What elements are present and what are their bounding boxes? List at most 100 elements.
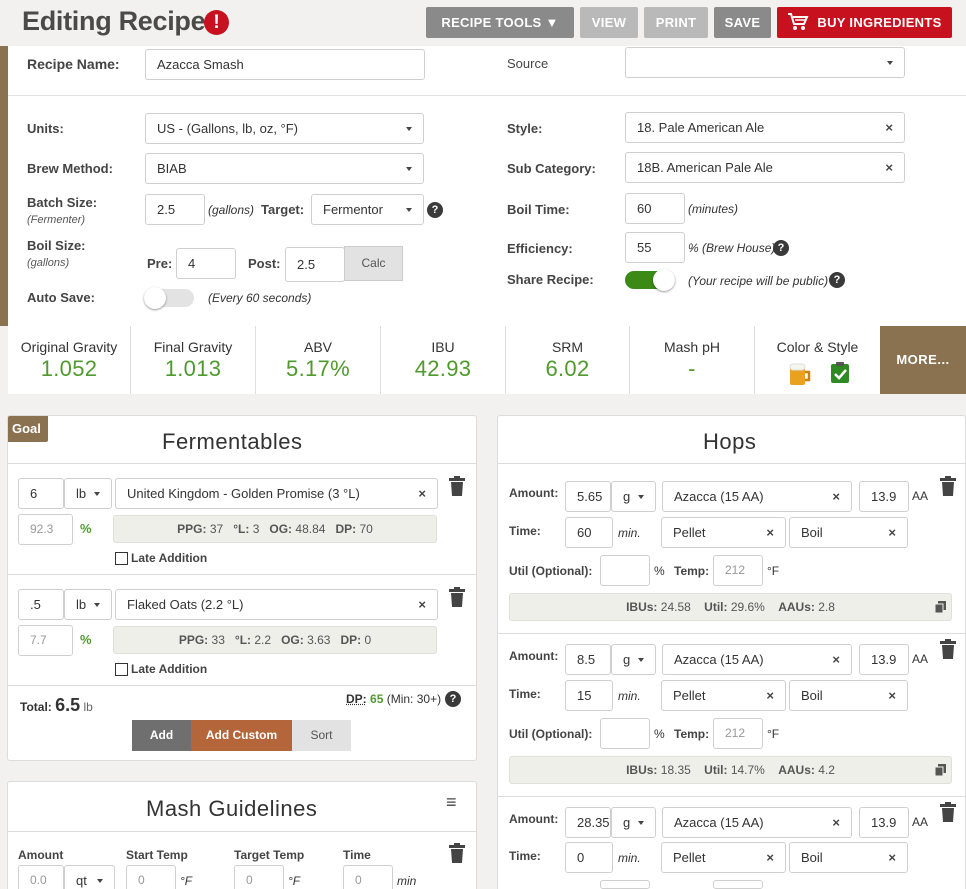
fermentable-percent-input[interactable]: 7.7 bbox=[18, 625, 73, 656]
fermentable-percent-input[interactable]: 92.3 bbox=[18, 514, 73, 545]
clear-fermentable-icon[interactable]: × bbox=[418, 590, 426, 619]
hop-time-input[interactable]: 0 bbox=[565, 842, 613, 873]
fermentable-unit-select[interactable]: lb bbox=[64, 478, 112, 509]
clear-style-icon[interactable]: × bbox=[885, 113, 893, 142]
hop-unit-select[interactable]: g bbox=[611, 644, 656, 675]
hop-time-input[interactable]: 60 bbox=[565, 517, 613, 548]
fermentable-name-select[interactable]: United Kingdom - Golden Promise (3 °L) × bbox=[115, 478, 438, 509]
hop-variety-select[interactable]: Azacca (15 AA) × bbox=[662, 644, 852, 675]
clear-use-icon[interactable]: × bbox=[888, 681, 896, 710]
sub-category-select[interactable]: 18B. American Pale Ale × bbox=[625, 152, 905, 183]
hop-use-select[interactable]: Boil × bbox=[789, 842, 908, 873]
mash-target-temp-input[interactable]: 0 bbox=[234, 865, 284, 889]
share-help-icon[interactable]: ? bbox=[829, 272, 845, 288]
hop-aa-input[interactable]: 13.9 bbox=[859, 644, 909, 675]
hop-unit-select[interactable]: g bbox=[611, 481, 656, 512]
hop-variety-select[interactable]: Azacca (15 AA) × bbox=[662, 807, 852, 838]
batch-size-input[interactable]: 2.5 bbox=[145, 194, 205, 225]
clear-form-icon[interactable]: × bbox=[766, 681, 774, 710]
copy-icon[interactable] bbox=[935, 601, 946, 613]
hop-unit-select[interactable]: g bbox=[611, 807, 656, 838]
target-help-icon[interactable]: ? bbox=[427, 202, 443, 218]
fermentable-amount-input[interactable]: 6 bbox=[18, 478, 64, 509]
clear-use-icon[interactable]: × bbox=[888, 518, 896, 547]
source-select[interactable] bbox=[625, 47, 905, 78]
share-recipe-toggle[interactable] bbox=[625, 271, 675, 289]
hop-util-input[interactable] bbox=[600, 718, 650, 749]
mash-amount-input[interactable]: 0.0 bbox=[18, 865, 64, 889]
mash-unit-select[interactable]: qt bbox=[64, 865, 115, 889]
fermentable-amount-input[interactable]: .5 bbox=[18, 589, 64, 620]
late-addition-checkbox[interactable] bbox=[115, 663, 128, 676]
calc-button[interactable]: Calc bbox=[344, 246, 403, 281]
clear-use-icon[interactable]: × bbox=[888, 843, 896, 872]
goal-badge[interactable]: Goal bbox=[8, 416, 48, 442]
hop-variety-select[interactable]: Azacca (15 AA) × bbox=[662, 481, 852, 512]
clear-hop-icon[interactable]: × bbox=[832, 808, 840, 837]
clear-hop-icon[interactable]: × bbox=[832, 645, 840, 674]
print-button[interactable]: PRINT bbox=[644, 7, 708, 38]
hop-use-select[interactable]: Boil × bbox=[789, 517, 908, 548]
late-addition-checkbox[interactable] bbox=[115, 552, 128, 565]
efficiency-help-icon[interactable]: ? bbox=[773, 240, 789, 256]
copy-icon[interactable] bbox=[935, 764, 946, 776]
hop-util-input[interactable] bbox=[600, 880, 650, 889]
hop-util-input[interactable] bbox=[600, 555, 650, 586]
clear-form-icon[interactable]: × bbox=[766, 843, 774, 872]
trash-icon[interactable] bbox=[448, 476, 466, 496]
more-button[interactable]: MORE... bbox=[880, 326, 966, 394]
units-select[interactable]: US - (Gallons, lb, oz, °F) bbox=[145, 113, 424, 144]
style-select[interactable]: 18. Pale American Ale × bbox=[625, 112, 905, 143]
fermentable-unit-select[interactable]: lb bbox=[64, 589, 112, 620]
hop-use-select[interactable]: Boil × bbox=[789, 680, 908, 711]
hop-form-select[interactable]: Pellet × bbox=[661, 842, 786, 873]
hop-aa-input[interactable]: 13.9 bbox=[859, 481, 909, 512]
boil-time-input[interactable]: 60 bbox=[625, 193, 685, 224]
hop-amount-input[interactable]: 28.35 bbox=[565, 807, 611, 838]
recipe-name-input[interactable]: Azacca Smash bbox=[145, 49, 425, 80]
hop-time-input[interactable]: 15 bbox=[565, 680, 613, 711]
hop-temp-input[interactable] bbox=[713, 880, 763, 889]
trash-icon[interactable] bbox=[448, 843, 466, 863]
save-button[interactable]: SAVE bbox=[714, 7, 771, 38]
clear-sub-category-icon[interactable]: × bbox=[885, 153, 893, 182]
add-custom-button[interactable]: Add Custom bbox=[191, 720, 292, 751]
brew-method-select[interactable]: BIAB bbox=[145, 153, 424, 184]
hop-temp-input[interactable]: 212 bbox=[713, 718, 763, 749]
hop-use: Boil bbox=[801, 525, 823, 540]
fermentable-name-select[interactable]: Flaked Oats (2.2 °L) × bbox=[115, 589, 438, 620]
clear-hop-icon[interactable]: × bbox=[832, 482, 840, 511]
auto-save-toggle[interactable] bbox=[144, 289, 194, 307]
trash-icon[interactable] bbox=[939, 476, 957, 496]
view-button[interactable]: VIEW bbox=[580, 7, 638, 38]
hop-form-select[interactable]: Pellet × bbox=[661, 680, 786, 711]
clear-fermentable-icon[interactable]: × bbox=[418, 479, 426, 508]
clear-form-icon[interactable]: × bbox=[766, 518, 774, 547]
hop-temp-label: Temp: bbox=[674, 564, 709, 578]
post-boil-input[interactable]: 2.5 bbox=[285, 247, 345, 282]
boil-size-sublabel: (gallons) bbox=[27, 257, 69, 269]
mash-start-temp-input[interactable]: 0 bbox=[126, 865, 176, 889]
sort-button[interactable]: Sort bbox=[292, 720, 351, 751]
menu-icon[interactable]: ≡ bbox=[446, 792, 457, 813]
efficiency-input[interactable]: 55 bbox=[625, 232, 685, 263]
auto-save-note: (Every 60 seconds) bbox=[208, 291, 311, 305]
target-select[interactable]: Fermentor bbox=[311, 194, 424, 225]
buy-ingredients-button[interactable]: BUY INGREDIENTS bbox=[777, 7, 952, 38]
recipe-tools-button[interactable]: RECIPE TOOLS ▼ bbox=[426, 7, 574, 38]
trash-icon[interactable] bbox=[939, 802, 957, 822]
mash-target-temp-label: Target Temp bbox=[234, 848, 304, 862]
recipe-name-label: Recipe Name: bbox=[27, 56, 120, 72]
hop-amount-input[interactable]: 8.5 bbox=[565, 644, 611, 675]
hop-temp-input[interactable]: 212 bbox=[713, 555, 763, 586]
trash-icon[interactable] bbox=[448, 587, 466, 607]
warning-icon[interactable]: ! bbox=[204, 10, 229, 35]
add-fermentable-button[interactable]: Add bbox=[132, 720, 191, 751]
pre-boil-input[interactable]: 4 bbox=[176, 248, 236, 279]
trash-icon[interactable] bbox=[939, 639, 957, 659]
hop-amount-input[interactable]: 5.65 bbox=[565, 481, 611, 512]
hop-aa-input[interactable]: 13.9 bbox=[859, 807, 909, 838]
dp-help-icon[interactable]: ? bbox=[445, 691, 461, 707]
hop-form-select[interactable]: Pellet × bbox=[661, 517, 786, 548]
mash-time-input[interactable]: 0 bbox=[343, 865, 393, 889]
